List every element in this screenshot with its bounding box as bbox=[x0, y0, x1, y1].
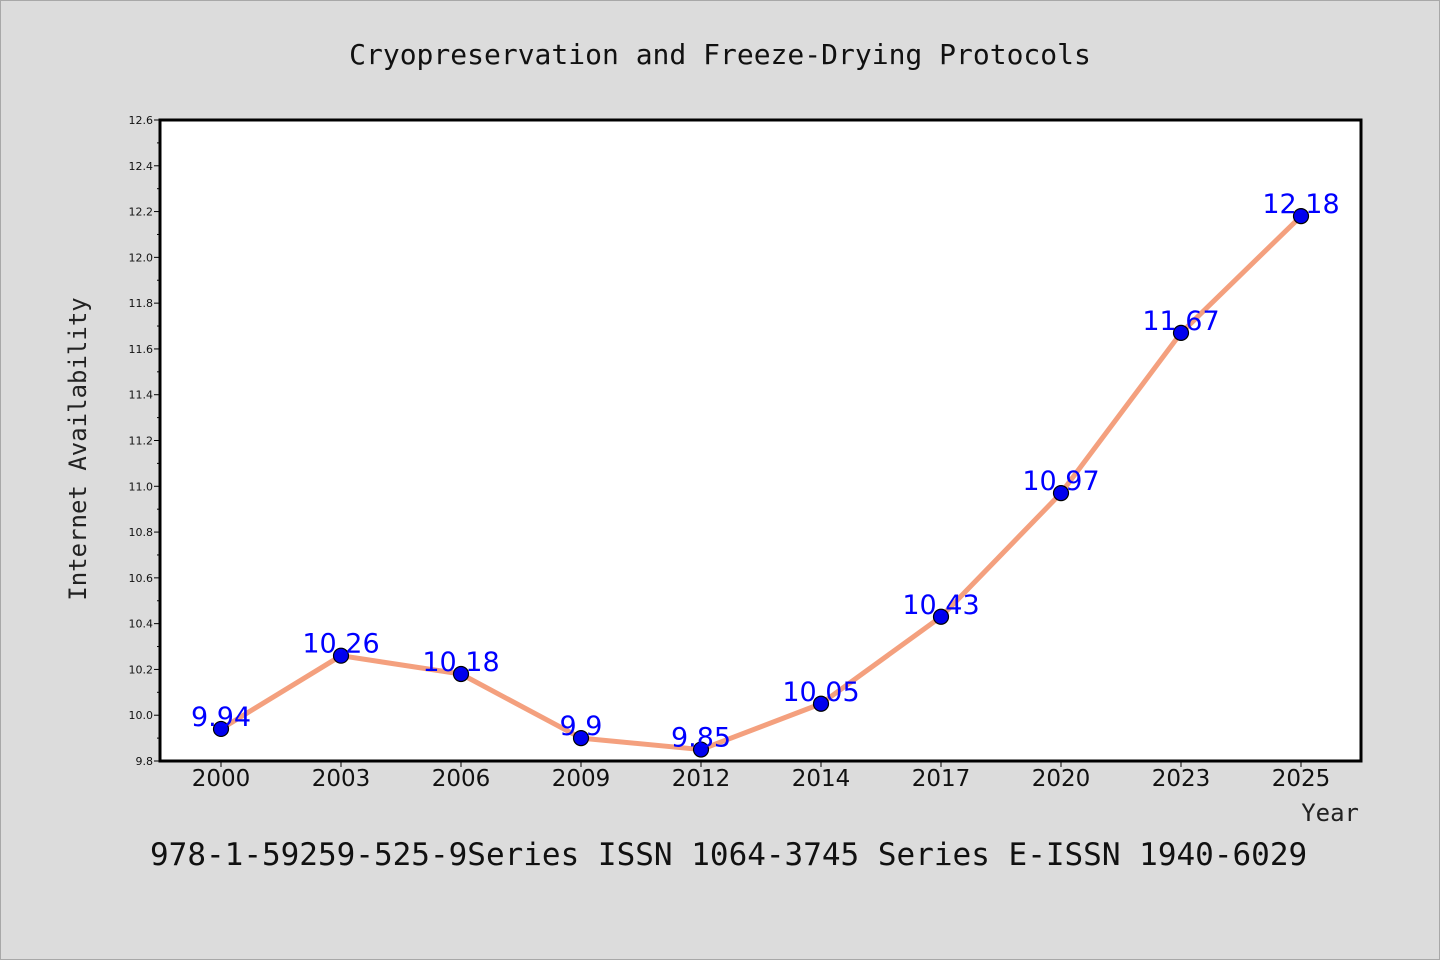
data-point bbox=[452, 665, 470, 683]
x-tick-label: 2014 bbox=[792, 766, 851, 792]
data-label: 10.18 bbox=[422, 647, 499, 678]
data-label: 12.18 bbox=[1262, 189, 1339, 220]
data-label: 9.94 bbox=[191, 702, 251, 733]
y-tick-label: 12.2 bbox=[129, 206, 154, 219]
y-tick-label: 10.6 bbox=[129, 572, 154, 585]
data-point bbox=[212, 720, 230, 738]
data-label: 11.67 bbox=[1142, 306, 1219, 337]
series-line-group bbox=[212, 208, 1310, 758]
y-tick-label: 10.2 bbox=[129, 663, 154, 676]
y-tick-label: 9.8 bbox=[136, 755, 154, 768]
x-tick-label: 2023 bbox=[1152, 766, 1211, 792]
data-point bbox=[332, 647, 350, 664]
y-tick-label: 11.4 bbox=[129, 389, 154, 402]
y-tick-label: 12.6 bbox=[129, 114, 154, 127]
y-tick-label: 12.4 bbox=[129, 160, 154, 173]
x-tick-label: 2000 bbox=[192, 766, 251, 792]
x-axis: 2000 2003 2006 2009 2012 2014 2017 2020 2023 2025 bbox=[192, 761, 1331, 792]
data-label: 10.97 bbox=[1022, 466, 1099, 497]
x-tick-label: 2025 bbox=[1272, 766, 1331, 792]
y-tick-label: 10.4 bbox=[129, 618, 154, 631]
footer-isbn-text: 978-1-59259-525-9Series ISSN 1064-3745 S… bbox=[150, 837, 1307, 873]
x-tick-label: 2009 bbox=[552, 766, 611, 792]
data-point bbox=[1292, 208, 1310, 225]
x-axis-label: Year bbox=[1301, 799, 1359, 827]
plot-area bbox=[158, 118, 1363, 763]
y-tick-label: 10.0 bbox=[129, 709, 154, 722]
data-point bbox=[1052, 485, 1070, 502]
series-line bbox=[218, 213, 1304, 753]
data-label: 10.26 bbox=[302, 629, 379, 660]
data-point bbox=[692, 741, 710, 758]
y-axis-label: Internet Availability bbox=[64, 297, 92, 600]
y-tick-label: 10.8 bbox=[129, 526, 154, 539]
x-tick-label: 2020 bbox=[1032, 766, 1091, 792]
data-point bbox=[932, 608, 950, 625]
x-tick-label: 2012 bbox=[672, 766, 731, 792]
data-label: 10.05 bbox=[782, 677, 859, 708]
data-label: 9.85 bbox=[671, 723, 731, 754]
x-tick-label: 2006 bbox=[432, 766, 491, 792]
data-point bbox=[1172, 324, 1190, 342]
y-tick-label: 11.8 bbox=[129, 297, 154, 310]
y-axis: 9.8 10.0 10.2 10.4 10.6 10.8 11.0 11.2 11.4 11.6 1… bbox=[129, 114, 160, 768]
data-point bbox=[812, 695, 830, 712]
data-label: 10.43 bbox=[902, 590, 979, 621]
x-tick-label: 2003 bbox=[312, 766, 371, 792]
y-tick-label: 11.0 bbox=[129, 480, 154, 493]
data-point bbox=[572, 730, 590, 747]
chart-title: Cryopreservation and Freeze-Drying Proto… bbox=[349, 38, 1091, 71]
y-tick-label: 12.0 bbox=[129, 251, 154, 264]
y-tick-label: 11.2 bbox=[129, 435, 154, 448]
y-tick-label: 11.6 bbox=[129, 343, 154, 356]
data-labels: 9.94 10.26 10.18 9.9 9.85 10.05 10.43 10.97 11.6… bbox=[191, 189, 1340, 753]
data-label: 9.9 bbox=[560, 711, 603, 742]
x-tick-label: 2017 bbox=[912, 766, 971, 792]
